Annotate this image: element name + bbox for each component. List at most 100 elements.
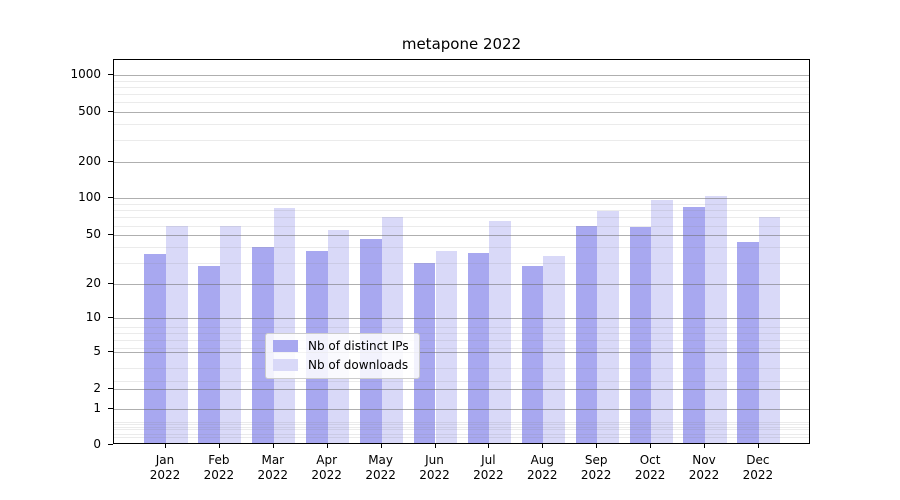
x-tick-label-jul: Jul 2022	[460, 453, 516, 483]
gridline-major	[114, 112, 809, 113]
gridline-minor	[114, 339, 809, 341]
y-tick-mark	[108, 283, 113, 284]
y-tick-label: 5	[93, 344, 101, 358]
gridline-minor	[114, 434, 809, 436]
legend-item-distinct-ips: Nb of distinct IPs	[273, 339, 409, 353]
x-tick-month: Feb	[208, 453, 230, 467]
legend-label-distinct-ips: Nb of distinct IPs	[308, 339, 409, 353]
legend-item-downloads: Nb of downloads	[273, 358, 409, 372]
x-tick-label-apr: Apr 2022	[299, 453, 355, 483]
x-tick-year: 2022	[311, 468, 342, 482]
x-tick-label-mar: Mar 2022	[245, 453, 301, 483]
x-tick-label-oct: Oct 2022	[622, 453, 678, 483]
bar-downloads-nov	[705, 195, 727, 443]
x-tick-mark	[704, 444, 705, 448]
y-tick-mark	[108, 317, 113, 318]
y-tick-mark	[108, 388, 113, 389]
y-tick-mark	[108, 74, 113, 75]
x-tick-mark	[165, 444, 166, 448]
x-tick-mark	[218, 444, 220, 448]
gridline-minor	[114, 262, 809, 264]
x-tick-year: 2022	[419, 468, 450, 482]
bar-downloads-jan	[166, 226, 188, 443]
gridline-minor	[114, 80, 809, 82]
bar-downloads-oct	[651, 200, 673, 443]
x-tick-month: Apr	[316, 453, 338, 467]
x-tick-label-may: May 2022	[353, 453, 409, 483]
x-tick-month: Sep	[584, 453, 608, 467]
x-tick-year: 2022	[257, 468, 289, 482]
x-tick-month: May	[368, 453, 393, 467]
x-tick-month: Jul	[481, 453, 496, 467]
legend-label-downloads: Nb of downloads	[308, 358, 409, 372]
gridline-minor	[114, 332, 809, 334]
x-tick-label-nov: Nov 2022	[676, 453, 732, 483]
y-tick-label: 500	[78, 104, 101, 118]
x-tick-month: Dec	[746, 453, 770, 467]
gridline-minor	[114, 94, 809, 96]
gridline-minor	[114, 367, 809, 369]
gridline-minor	[114, 347, 809, 349]
y-tick-mark	[108, 351, 113, 352]
x-tick-mark	[380, 444, 382, 448]
gridline-minor	[114, 87, 809, 88]
gridline-major	[114, 198, 809, 199]
bar-distinct-ips-nov	[683, 207, 705, 443]
y-tick-mark	[108, 111, 113, 112]
gridline-minor	[114, 102, 809, 104]
gridline-minor	[114, 437, 809, 438]
gridline-minor	[114, 424, 809, 426]
gridline-major	[114, 352, 809, 353]
gridline-minor	[114, 124, 809, 126]
gridline-major	[114, 235, 809, 236]
x-tick-mark	[326, 444, 328, 448]
x-tick-year: 2022	[634, 468, 666, 482]
bar-downloads-may	[381, 217, 404, 443]
bar-distinct-ips-aug	[521, 266, 544, 443]
y-tick-mark	[108, 408, 113, 409]
plot-area	[113, 59, 810, 444]
legend-swatch-distinct-ips-icon	[273, 340, 298, 352]
bar-downloads-sep	[597, 211, 619, 443]
gridline-major	[114, 318, 809, 319]
x-tick-year: 2022	[527, 468, 558, 482]
bar-distinct-ips-jan	[144, 254, 166, 443]
x-tick-mark	[434, 444, 436, 448]
gridline-major	[114, 409, 809, 410]
x-tick-year: 2022	[203, 468, 235, 482]
y-tick-mark	[108, 161, 113, 162]
chart-title: metapone 2022	[401, 35, 522, 53]
y-tick-label: 0	[93, 437, 101, 451]
bar-downloads-jul	[489, 221, 511, 443]
gridline-minor	[114, 429, 809, 431]
bar-downloads-feb	[219, 226, 242, 443]
x-tick-month: Jun	[425, 453, 444, 467]
x-tick-label-dec: Dec 2022	[730, 453, 786, 483]
x-tick-label-aug: Aug 2022	[514, 453, 570, 483]
x-tick-mark	[757, 444, 759, 448]
gridline-minor	[114, 217, 809, 219]
y-tick-label: 2	[93, 381, 101, 395]
gridline-minor	[114, 225, 809, 227]
bar-downloads-aug	[543, 255, 565, 443]
x-tick-month: Oct	[639, 453, 661, 467]
x-tick-mark	[542, 444, 544, 448]
x-tick-year: 2022	[149, 468, 181, 482]
bar-downloads-jun	[435, 251, 458, 443]
gridline-minor	[114, 426, 809, 428]
y-tick-mark	[108, 197, 113, 198]
y-tick-mark	[108, 444, 113, 445]
x-tick-mark	[488, 444, 490, 448]
bar-distinct-ips-mar	[252, 246, 274, 443]
x-tick-mark	[650, 444, 652, 448]
y-tick-label: 200	[78, 154, 101, 168]
x-tick-year: 2022	[365, 468, 396, 482]
gridline-major	[114, 389, 809, 390]
x-tick-label-jun: Jun 2022	[407, 453, 463, 483]
x-tick-year: 2022	[742, 468, 774, 482]
x-tick-month: Nov	[692, 453, 716, 467]
gridline-minor	[114, 247, 809, 249]
gridline-minor	[114, 421, 809, 423]
x-tick-year: 2022	[580, 468, 612, 482]
